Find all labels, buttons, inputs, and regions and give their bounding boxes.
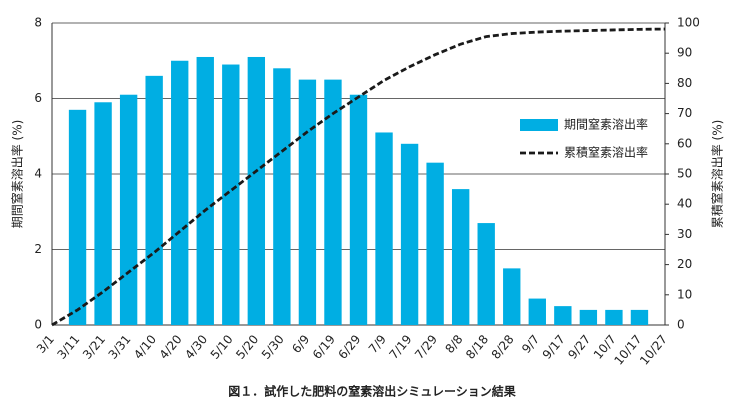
y2-tick-label: 20 — [677, 257, 692, 271]
y2-tick-label: 100 — [677, 16, 700, 30]
y2-tick-label: 40 — [677, 197, 692, 211]
bar — [477, 223, 495, 325]
y-tick-label: 2 — [34, 242, 42, 256]
x-tick-label: 3/11 — [54, 332, 82, 362]
bar — [503, 268, 521, 325]
cumulative-line — [51, 27, 666, 327]
x-tick-label: 5/30 — [259, 332, 287, 362]
y2-tick-label: 30 — [677, 227, 692, 241]
x-tick-label: 5/20 — [233, 332, 261, 362]
y2-axis-label: 累積窒素溶出率 (%) — [710, 120, 725, 229]
bar — [579, 309, 598, 325]
bar — [298, 79, 317, 325]
legend-bg — [516, 142, 661, 164]
y2-tick-label: 10 — [677, 287, 692, 301]
y2-tick-label: 90 — [677, 46, 692, 60]
bar — [247, 56, 266, 325]
x-tick-label: 9/27 — [565, 332, 593, 362]
bar — [605, 309, 623, 325]
x-tick-label: 5/10 — [208, 332, 236, 362]
x-tick-label: 4/10 — [131, 332, 159, 362]
y2-tick-label: 70 — [677, 106, 692, 120]
y-tick-label: 6 — [34, 91, 42, 105]
y2-tick-label: 60 — [677, 136, 692, 150]
bar — [630, 309, 649, 325]
x-tick-label: 10/17 — [611, 332, 644, 367]
legend-swatch — [520, 119, 558, 131]
bar — [273, 68, 291, 326]
bar — [145, 75, 163, 325]
x-tick-label: 7/29 — [412, 332, 440, 362]
bar — [349, 94, 368, 325]
y2-tick-label: 50 — [677, 167, 692, 181]
bar — [68, 109, 87, 325]
x-tick-label: 6/9 — [289, 332, 312, 356]
legend-label: 累積窒素溶出率 — [564, 145, 648, 160]
x-tick-label: 9/7 — [519, 332, 542, 356]
y-tick-label: 8 — [34, 16, 42, 30]
x-tick-label: 3/1 — [34, 332, 57, 356]
x-tick-label: 7/9 — [366, 332, 389, 356]
x-tick-label: 10/27 — [637, 332, 670, 367]
y-tick-label: 0 — [34, 318, 42, 332]
bar — [222, 64, 240, 326]
x-tick-label: 6/19 — [310, 332, 338, 362]
bar — [451, 189, 470, 325]
bar — [324, 79, 342, 325]
bar — [94, 102, 112, 326]
x-tick-label: 4/20 — [157, 332, 185, 362]
bar — [171, 60, 189, 325]
x-tick-label: 8/8 — [443, 332, 466, 356]
x-tick-label: 9/17 — [540, 332, 568, 362]
x-tick-label: 7/19 — [387, 332, 415, 362]
legend-label: 期間窒素溶出率 — [564, 117, 648, 132]
y2-tick-label: 0 — [677, 318, 685, 332]
y-tick-label: 4 — [34, 167, 42, 181]
x-tick-label: 8/18 — [463, 332, 491, 362]
bar — [196, 56, 214, 325]
x-tick-label: 8/28 — [489, 332, 517, 362]
x-tick-label: 4/30 — [182, 332, 210, 362]
bar — [375, 132, 393, 325]
x-tick-label: 6/29 — [335, 332, 363, 362]
x-tick-label: 3/21 — [80, 332, 108, 362]
bar — [426, 162, 444, 325]
bar — [528, 298, 546, 325]
chart-title: 図１．試作した肥料の窒素溶出シミュレーション結果 — [228, 384, 516, 399]
bar — [119, 94, 138, 325]
x-tick-label: 3/31 — [106, 332, 134, 362]
y-axis-label: 期間窒素溶出率 (%) — [10, 120, 25, 229]
bar — [400, 143, 419, 325]
y2-tick-label: 80 — [677, 76, 692, 90]
bar — [554, 306, 572, 325]
